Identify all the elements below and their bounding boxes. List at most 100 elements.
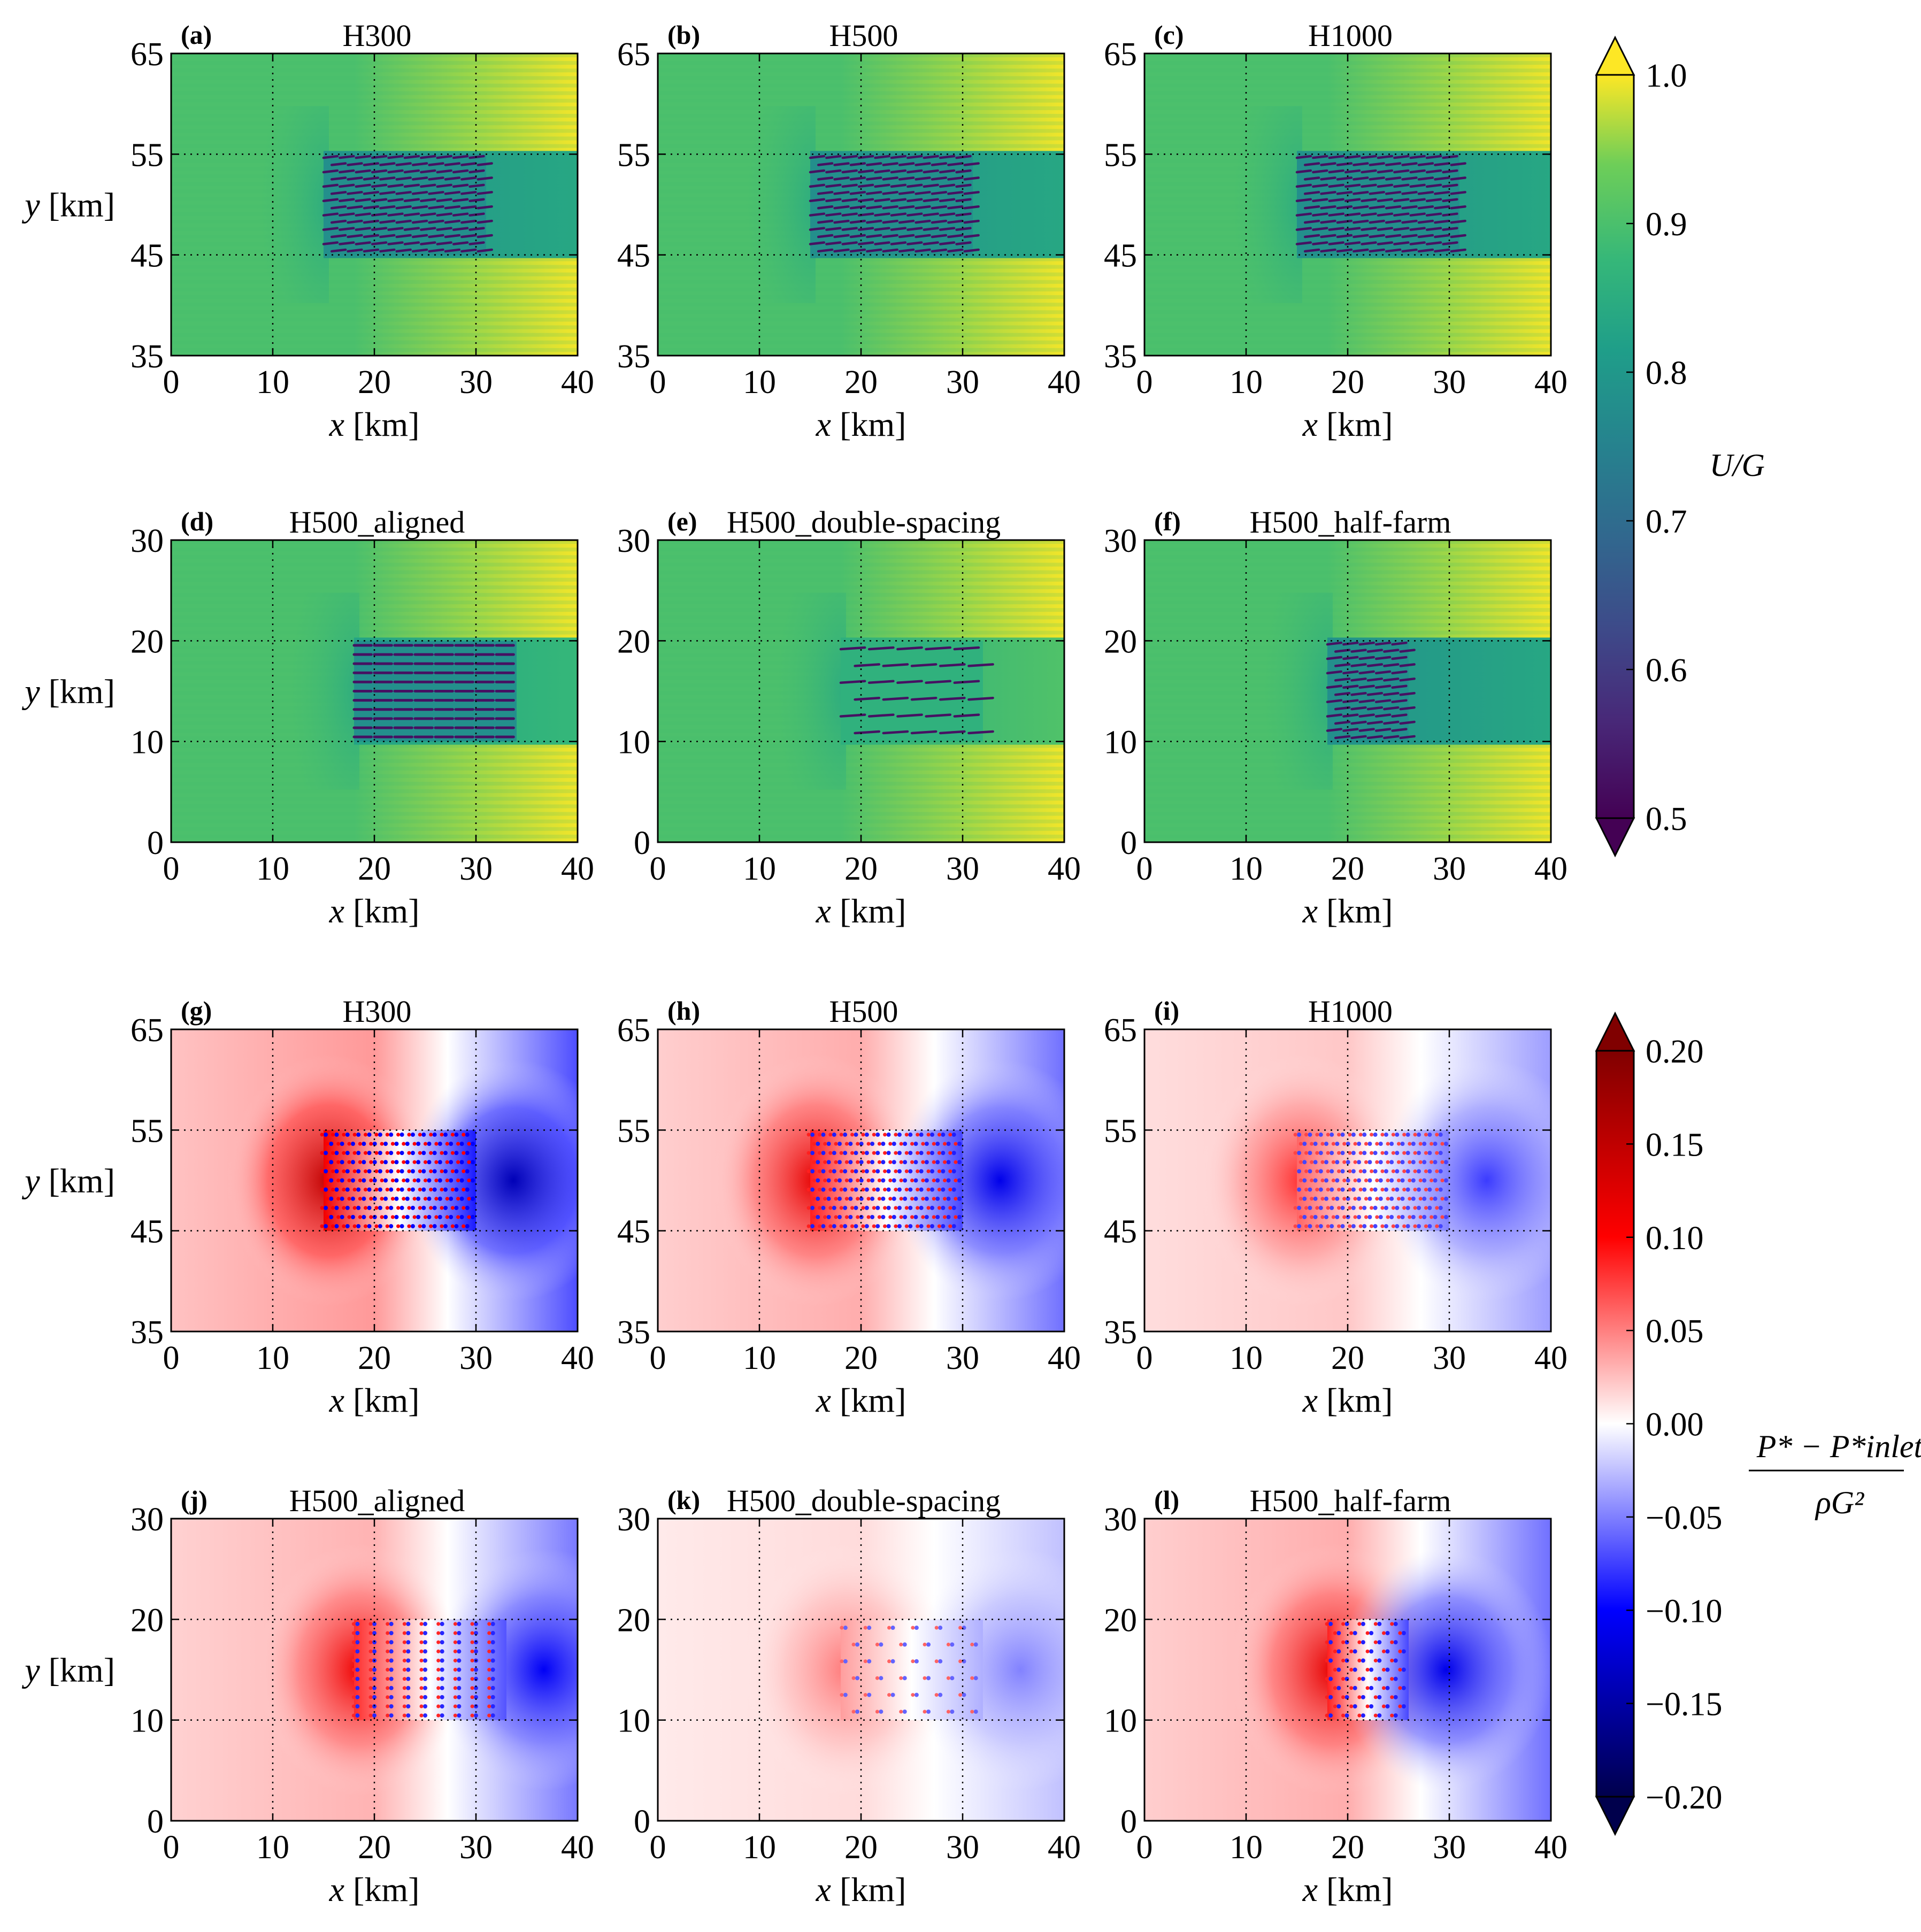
turbine-pressure-mark xyxy=(1313,1160,1318,1165)
turbine-pressure-mark xyxy=(1440,1179,1444,1182)
field-streak xyxy=(1144,98,1551,103)
turbine-wake-mark xyxy=(371,183,388,188)
turbine-wake-mark xyxy=(1383,691,1400,696)
turbine-wake-mark xyxy=(1442,198,1458,203)
turbine-pressure-mark xyxy=(1333,1668,1337,1672)
turbine-pressure-mark xyxy=(351,1622,356,1626)
turbine-pressure-mark xyxy=(1330,1132,1334,1137)
turbine-pressure-mark xyxy=(462,1151,466,1155)
turbine-pressure-mark xyxy=(474,1631,478,1636)
x-tick-label: 0 xyxy=(1136,1829,1153,1866)
panel-title: H500_half-farm xyxy=(1250,505,1451,540)
turbine-pressure-mark xyxy=(946,1214,951,1219)
turbine-wake-mark xyxy=(347,191,363,195)
turbine-pressure-mark xyxy=(932,1215,936,1219)
turbine-pressure-mark xyxy=(1335,1142,1340,1146)
turbine-pressure-mark xyxy=(886,1151,891,1156)
turbine-pressure-mark xyxy=(394,1196,399,1201)
turbine-pressure-mark xyxy=(1401,1631,1406,1636)
turbine-pressure-mark xyxy=(926,1676,931,1681)
turbine-wake-mark xyxy=(849,176,866,181)
y-tick-label: 45 xyxy=(617,1214,650,1250)
turbine-pressure-mark xyxy=(436,1704,441,1708)
turbine-wake-mark xyxy=(1391,713,1408,718)
turbine-pressure-mark xyxy=(1373,1187,1378,1192)
turbine-pressure-mark xyxy=(456,1215,460,1219)
turbine-pressure-mark xyxy=(1430,1215,1434,1219)
turbine-pressure-mark xyxy=(911,1626,915,1630)
field-streak xyxy=(171,751,578,756)
turbine-pressure-mark xyxy=(1396,1197,1401,1201)
panel-title: H1000 xyxy=(1308,994,1393,1029)
turbine-pressure-mark xyxy=(930,1169,934,1174)
turbine-pressure-mark xyxy=(856,1215,860,1219)
turbine-pressure-mark xyxy=(816,1142,820,1146)
turbine-pressure-mark xyxy=(1346,1196,1350,1201)
turbine-pressure-mark xyxy=(962,1692,966,1697)
turbine-pressure-mark xyxy=(1365,1649,1370,1653)
panel-label: (l) xyxy=(1154,1485,1179,1515)
turbine-pressure-mark xyxy=(368,1713,373,1718)
turbine-wake-mark xyxy=(955,212,972,217)
turbine-wake-mark xyxy=(460,248,477,253)
turbine-pressure-mark xyxy=(389,1640,394,1645)
turbine-wake-mark xyxy=(898,205,915,210)
turbine-pressure-mark xyxy=(456,1197,460,1201)
turbine-pressure-mark xyxy=(1336,1685,1341,1690)
turbine-pressure-mark xyxy=(1325,1695,1329,1699)
field-streak xyxy=(658,592,1064,597)
turbine-pressure-mark xyxy=(440,1631,444,1636)
turbine-wake-mark xyxy=(915,205,931,210)
turbine-pressure-mark xyxy=(1348,1169,1352,1173)
turbine-pressure-mark xyxy=(487,1640,491,1644)
field-streak xyxy=(658,333,1064,337)
turbine-pressure-mark xyxy=(351,1713,356,1718)
turbine-pressure-mark xyxy=(1380,1133,1385,1137)
velocity-colorbar: 0.50.60.70.80.91.0U/G xyxy=(1595,35,1765,858)
x-tick-label: 40 xyxy=(1048,1340,1081,1376)
turbine-pressure-mark xyxy=(946,1676,950,1680)
turbine-pressure-mark xyxy=(450,1224,455,1228)
panel-label: (j) xyxy=(181,1485,208,1515)
panel-title: H500_aligned xyxy=(289,1483,465,1518)
turbine-pressure-mark xyxy=(926,1224,931,1228)
turbine-pressure-mark xyxy=(429,1224,433,1228)
turbine-wake-mark xyxy=(931,191,948,195)
turbine-wake-mark xyxy=(939,198,956,203)
turbine-pressure-mark xyxy=(1358,1169,1363,1173)
turbine-wake-mark xyxy=(387,198,404,203)
field-streak xyxy=(171,555,578,559)
turbine-pressure-mark xyxy=(389,1224,394,1229)
turbine-wake-mark xyxy=(939,183,956,188)
turbine-pressure-mark xyxy=(1302,1178,1307,1183)
turbine-pressure-mark xyxy=(432,1169,437,1174)
field-streak xyxy=(171,585,578,589)
turbine-wake-mark xyxy=(923,241,939,245)
turbine-pressure-mark xyxy=(1328,1621,1333,1626)
turbine-pressure-mark xyxy=(916,1206,920,1210)
turbine-pressure-mark xyxy=(470,1695,474,1699)
turbine-pressure-mark xyxy=(1400,1142,1405,1146)
turbine-pressure-mark xyxy=(1418,1179,1423,1182)
turbine-wake-mark xyxy=(1399,706,1416,711)
turbine-wake-mark xyxy=(477,219,493,224)
turbine-pressure-mark xyxy=(440,1695,444,1699)
turbine-pressure-mark xyxy=(910,1142,914,1146)
turbine-pressure-mark xyxy=(1402,1151,1407,1155)
y-tick-label: 65 xyxy=(1104,36,1137,73)
y-tick-label: 35 xyxy=(130,338,164,375)
turbine-pressure-mark xyxy=(839,1151,843,1155)
turbine-pressure-mark xyxy=(828,1206,833,1210)
farm-region xyxy=(1297,1130,1449,1231)
turbine-pressure-mark xyxy=(437,1178,442,1183)
turbine-pressure-mark xyxy=(445,1179,449,1182)
turbine-pressure-mark xyxy=(453,1686,457,1690)
turbine-pressure-mark xyxy=(1369,1667,1374,1672)
turbine-pressure-mark xyxy=(421,1169,426,1174)
turbine-pressure-mark xyxy=(350,1214,355,1219)
farm-region xyxy=(324,1130,476,1231)
turbine-wake-mark xyxy=(833,248,850,253)
turbine-pressure-mark xyxy=(828,1151,833,1155)
turbine-pressure-mark xyxy=(1401,1649,1406,1654)
turbine-wake-mark xyxy=(1425,169,1442,174)
